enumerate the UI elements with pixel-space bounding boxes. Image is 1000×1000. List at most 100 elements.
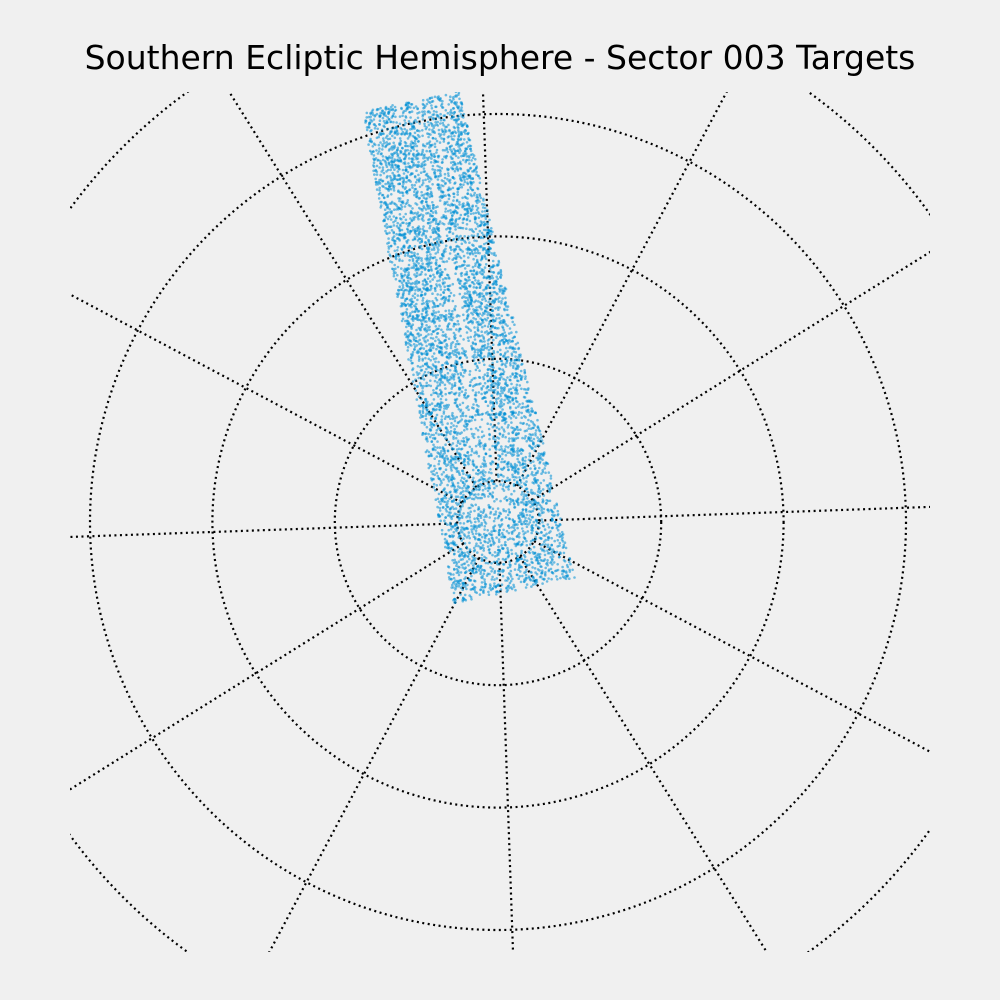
data-point <box>444 500 447 504</box>
data-point <box>431 423 435 426</box>
data-point <box>450 469 453 472</box>
data-point <box>426 254 429 257</box>
data-point <box>514 391 517 395</box>
data-point <box>401 185 405 189</box>
data-point <box>495 397 498 401</box>
data-point <box>463 577 466 581</box>
data-point <box>404 218 408 222</box>
data-point <box>436 327 439 331</box>
data-point <box>411 350 415 354</box>
data-point <box>468 496 472 499</box>
data-point <box>474 204 478 208</box>
data-point <box>482 480 485 484</box>
data-point <box>471 468 475 472</box>
data-point <box>461 368 465 372</box>
data-point <box>454 247 458 251</box>
data-point <box>413 193 416 197</box>
data-point <box>409 250 412 254</box>
data-point <box>413 135 416 139</box>
data-point <box>475 526 478 530</box>
data-point <box>405 101 408 105</box>
data-point <box>458 442 462 446</box>
data-point <box>510 548 513 552</box>
data-point <box>463 477 466 481</box>
data-point <box>475 542 478 545</box>
data-point <box>412 218 416 221</box>
data-point <box>423 327 426 331</box>
data-point <box>405 144 408 148</box>
data-point <box>471 587 475 591</box>
data-point <box>414 307 418 311</box>
data-point <box>481 359 485 363</box>
data-point <box>492 355 496 359</box>
data-point <box>546 508 550 511</box>
data-point <box>440 137 443 140</box>
latitude-circle-2 <box>211 235 785 809</box>
data-point <box>536 418 539 422</box>
meridian-line-7 <box>268 557 480 952</box>
data-point <box>391 182 394 186</box>
data-point <box>394 257 398 261</box>
data-point <box>404 165 408 169</box>
data-point <box>434 237 438 240</box>
data-point <box>466 188 470 192</box>
data-point <box>388 182 392 185</box>
data-point <box>472 535 476 538</box>
data-point <box>513 519 516 523</box>
data-point <box>453 222 457 226</box>
data-point <box>447 528 451 532</box>
data-point <box>393 263 397 267</box>
data-point <box>452 586 455 589</box>
data-point <box>429 379 432 383</box>
data-point <box>445 427 448 431</box>
data-point <box>456 279 460 282</box>
data-point <box>439 316 443 319</box>
data-point <box>496 277 500 281</box>
data-point <box>448 289 451 292</box>
data-point <box>524 500 528 504</box>
data-point <box>464 414 468 418</box>
data-point <box>546 559 549 562</box>
data-point <box>448 491 452 494</box>
data-point <box>516 428 520 432</box>
data-point <box>443 451 447 455</box>
data-point <box>425 300 428 304</box>
data-point <box>451 473 454 477</box>
data-point <box>378 186 382 190</box>
data-point <box>390 152 393 156</box>
data-point <box>445 342 448 346</box>
data-point <box>483 373 487 377</box>
data-point <box>454 225 458 228</box>
data-point <box>461 386 465 389</box>
data-point <box>510 552 514 556</box>
data-point <box>505 346 508 350</box>
data-point <box>402 302 406 305</box>
data-point <box>454 365 458 369</box>
data-point <box>519 428 522 432</box>
data-point <box>452 591 456 595</box>
data-point <box>443 268 447 271</box>
data-point <box>516 436 520 440</box>
data-point <box>440 394 444 398</box>
data-point <box>450 144 454 148</box>
data-point <box>471 177 475 180</box>
data-point <box>455 466 459 470</box>
data-point <box>468 307 471 311</box>
data-point <box>541 543 545 546</box>
data-point <box>421 216 425 219</box>
data-point <box>546 561 549 565</box>
data-point <box>481 397 484 400</box>
data-point <box>472 476 475 480</box>
data-point <box>500 460 503 464</box>
data-point <box>417 237 421 240</box>
data-point <box>423 339 426 342</box>
data-point <box>388 185 391 189</box>
data-point <box>488 448 492 451</box>
data-point <box>488 583 492 586</box>
data-point <box>523 558 526 562</box>
data-point <box>423 110 426 113</box>
data-point <box>433 95 437 99</box>
data-point <box>463 235 467 238</box>
data-point <box>497 427 501 431</box>
data-point <box>409 359 413 362</box>
